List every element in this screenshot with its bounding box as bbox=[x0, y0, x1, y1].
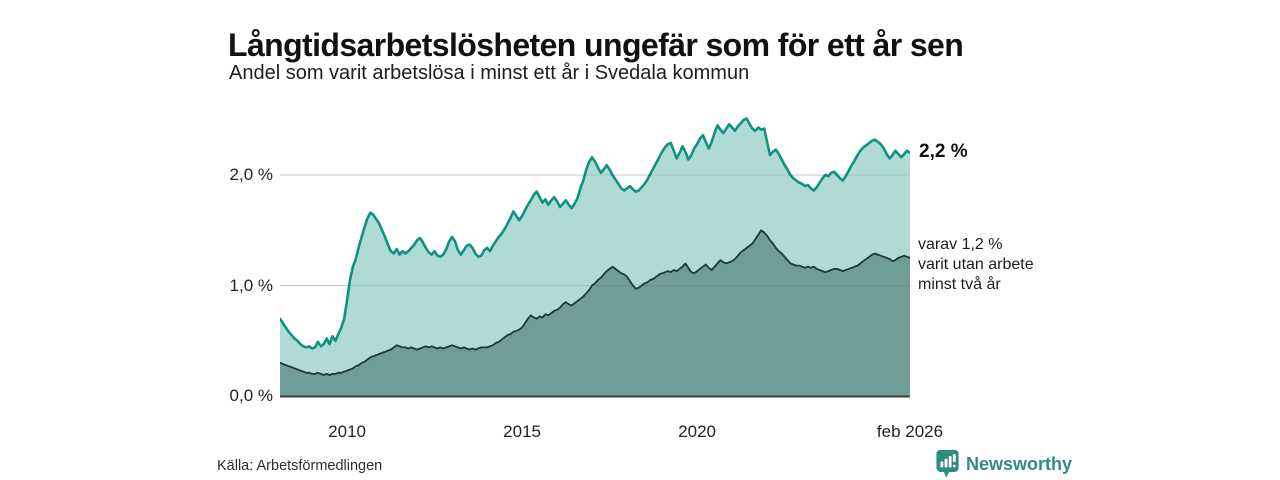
area-chart-plot bbox=[280, 117, 910, 398]
end-value-label-total: 2,2 % bbox=[919, 141, 968, 162]
newsworthy-logo-link[interactable]: Newsworthy bbox=[936, 448, 1072, 480]
x-tick-label: 2015 bbox=[503, 422, 542, 441]
y-tick-label: 2,0 % bbox=[229, 165, 273, 184]
subset-label-line2: varit utan arbete bbox=[918, 256, 1034, 273]
gridlines-overlay bbox=[280, 174, 910, 286]
chart-subtitle: Andel som varit arbetslösa i minst ett å… bbox=[229, 62, 750, 84]
end-value-label-subset: varav 1,2 % varit utan arbete minst två … bbox=[918, 235, 1034, 295]
newsworthy-wordmark: Newsworthy bbox=[966, 453, 1073, 474]
y-tick-label: 1,0 % bbox=[229, 275, 273, 295]
newsworthy-pin-icon bbox=[936, 449, 959, 478]
x-tick-label: 2020 bbox=[678, 422, 717, 441]
subset-label-line3: minst två år bbox=[918, 276, 1001, 293]
subset-label-line1: varav 1,2 % bbox=[918, 236, 1003, 253]
area-unemployed-2yr bbox=[280, 230, 910, 396]
page-title: Långtidsarbetslösheten ungefär som för e… bbox=[228, 27, 964, 64]
x-tick-label: 2010 bbox=[328, 422, 367, 441]
line-unemployed-2yr bbox=[280, 229, 910, 376]
y-tick-label: 0,0 % bbox=[229, 386, 273, 405]
x-tick-label: feb 2026 bbox=[876, 422, 944, 441]
line-total-unemployed-1yr bbox=[280, 117, 910, 350]
source-credit: Källa: Arbetsförmedlingen bbox=[217, 458, 383, 474]
